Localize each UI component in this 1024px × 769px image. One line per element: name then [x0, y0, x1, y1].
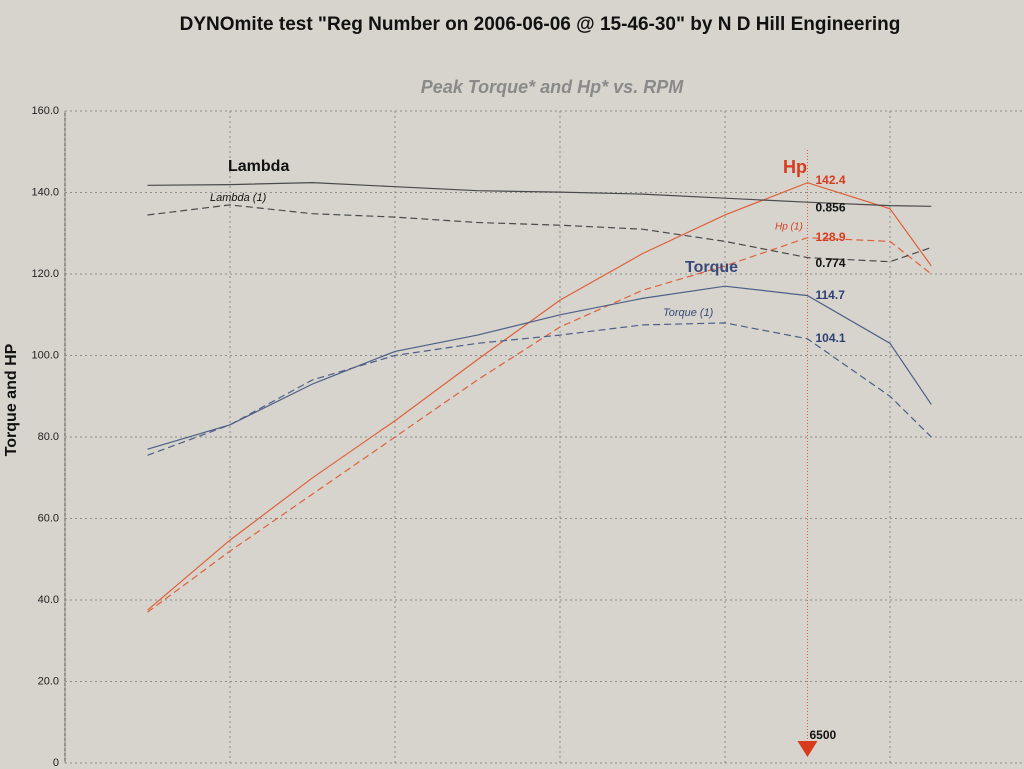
chart-title: DYNOmite test "Reg Number on 2006-06-06 …	[180, 14, 901, 35]
y-tick-label: 20.0	[38, 675, 59, 687]
series-line	[147, 181, 932, 207]
y-tick-label: 100.0	[31, 349, 59, 361]
y-axis-label: Torque and HP	[3, 343, 20, 456]
series-name: Hp (1)	[775, 222, 803, 233]
series-name: Torque	[685, 259, 738, 276]
cursor-readout: 142.4	[816, 173, 846, 187]
y-tick-label: 140.0	[31, 186, 59, 198]
chart-subtitle: Peak Torque* and Hp* vs. RPM	[421, 77, 684, 97]
series-line	[147, 322, 932, 456]
cursor-readout: 128.9	[816, 230, 846, 244]
series-line	[147, 182, 932, 611]
y-tick-label: 160.0	[31, 105, 59, 117]
cursor-readout: 114.7	[816, 288, 846, 302]
y-tick-label: 60.0	[38, 512, 59, 524]
y-tick-label: 80.0	[38, 431, 59, 443]
cursor-label: 6500	[810, 728, 837, 742]
cursor-readout: 0.774	[816, 256, 846, 270]
series-line	[147, 204, 932, 263]
series-line	[147, 285, 932, 450]
series-name: Torque (1)	[663, 307, 714, 319]
series-name: Lambda (1)	[210, 192, 267, 204]
series-name: Lambda	[228, 158, 289, 175]
series-line	[147, 237, 932, 613]
y-tick-label: 120.0	[31, 268, 59, 280]
cursor-readout: 0.856	[816, 200, 846, 214]
series-name: Hp	[783, 157, 807, 177]
y-tick-label: 40.0	[38, 594, 59, 606]
cursor-readout: 104.1	[816, 331, 846, 345]
cursor-marker	[797, 741, 818, 757]
y-tick-label: 0	[53, 757, 59, 769]
